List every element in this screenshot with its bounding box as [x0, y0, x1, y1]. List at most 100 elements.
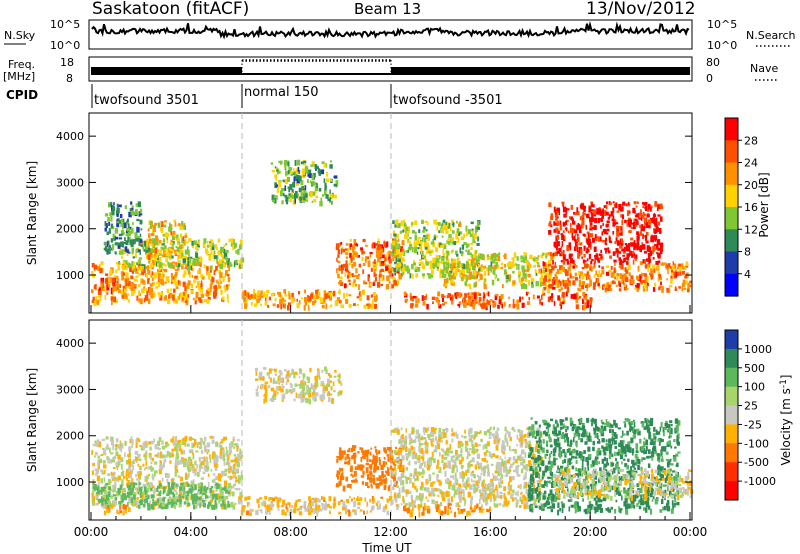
- power-cell: [195, 251, 198, 255]
- velocity-cell: [378, 475, 382, 482]
- velocity-cell: [450, 433, 453, 437]
- velocity-cell: [449, 444, 452, 450]
- power-cell: [147, 265, 150, 272]
- power-cell: [151, 263, 155, 268]
- power-cell: [403, 219, 406, 222]
- power-cell: [135, 203, 138, 207]
- power-cell: [481, 303, 484, 310]
- power-cell: [480, 264, 483, 268]
- velocity-cell: [104, 484, 107, 488]
- power-cell: [233, 242, 237, 248]
- velocity-cell: [477, 474, 479, 478]
- power-cell: [576, 207, 579, 213]
- power-cell: [136, 295, 139, 301]
- power-cell: [483, 284, 487, 290]
- power-cell: [343, 292, 346, 299]
- power-cell: [565, 219, 569, 223]
- power-cell: [537, 264, 541, 268]
- power-cell: [586, 299, 589, 304]
- power-cell: [595, 225, 597, 230]
- velocity-cell: [486, 441, 490, 447]
- power-cell: [619, 243, 623, 247]
- power-cell: [139, 220, 143, 224]
- power-cell: [282, 179, 286, 183]
- velocity-cell: [152, 485, 155, 489]
- velocity-cell: [222, 458, 226, 461]
- velocity-cell: [515, 499, 519, 505]
- velocity-cell: [151, 467, 155, 471]
- velocity-cell: [214, 493, 218, 499]
- power-cell: [656, 244, 659, 249]
- power-cell: [636, 213, 640, 218]
- velocity-cell: [371, 499, 374, 505]
- power-cell: [450, 300, 454, 305]
- power-cell: [534, 269, 537, 274]
- power-cell: [606, 271, 609, 276]
- power-cell: [374, 266, 378, 269]
- power-cell: [149, 263, 153, 269]
- velocity-cell: [231, 486, 235, 489]
- power-cell: [615, 222, 619, 225]
- power-cell: [579, 216, 582, 221]
- velocity-cell: [117, 479, 120, 483]
- power-cell: [486, 267, 489, 271]
- power-cell: [395, 233, 399, 239]
- power-cell: [132, 261, 136, 268]
- velocity-cell: [204, 499, 207, 502]
- power-cell: [160, 246, 163, 251]
- power-cell: [609, 269, 612, 273]
- power-cell: [423, 238, 427, 243]
- power-cell: [96, 299, 99, 306]
- velocity-cell: [138, 500, 142, 503]
- power-cell: [636, 231, 640, 236]
- velocity-cell: [145, 466, 148, 469]
- power-cell: [684, 265, 687, 271]
- velocity-cell: [180, 476, 183, 482]
- power-cell: [442, 303, 445, 306]
- power-cell: [371, 299, 374, 305]
- power-cell: [183, 270, 187, 275]
- power-cell: [505, 279, 508, 283]
- power-cell: [311, 200, 314, 203]
- velocity-cell: [181, 495, 185, 498]
- velocity-cell: [285, 503, 288, 510]
- velocity-cell: [375, 460, 378, 463]
- power-cell: [634, 287, 638, 290]
- power-cell: [464, 293, 468, 298]
- power-cell: [187, 271, 191, 275]
- power-cell: [539, 271, 542, 275]
- velocity-cell: [381, 479, 384, 482]
- velocity-cell: [263, 367, 267, 370]
- velocity-cell: [181, 438, 184, 445]
- velocity-cell: [342, 485, 346, 492]
- velocity-cell: [105, 483, 109, 486]
- power-cell: [628, 230, 632, 233]
- velocity-cell: [411, 453, 415, 460]
- power-cell: [511, 257, 515, 260]
- power-cell: [675, 271, 678, 278]
- power-cell: [169, 292, 173, 299]
- velocity-cell: [196, 464, 199, 469]
- power-cell: [274, 166, 277, 169]
- power-cell: [555, 280, 559, 285]
- velocity-cell: [159, 464, 161, 468]
- velocity-cell: [400, 503, 403, 506]
- velocity-cell: [128, 462, 131, 467]
- power-cell: [179, 233, 183, 239]
- power-cell: [184, 286, 187, 292]
- power-cell: [591, 267, 593, 272]
- velocity-cell: [144, 476, 146, 482]
- power-cell: [414, 235, 418, 241]
- velocity-cell: [320, 380, 324, 387]
- velocity-cell: [122, 493, 125, 497]
- power-cell: [356, 255, 360, 258]
- power-cell: [284, 303, 287, 309]
- power-cell: [375, 247, 380, 254]
- velocity-cell: [186, 482, 189, 485]
- power-cell: [324, 187, 326, 194]
- power-cell: [634, 224, 638, 227]
- velocity-cell: [175, 453, 179, 459]
- power-cell: [500, 294, 504, 300]
- velocity-cell: [538, 488, 542, 491]
- power-cell: [562, 299, 566, 304]
